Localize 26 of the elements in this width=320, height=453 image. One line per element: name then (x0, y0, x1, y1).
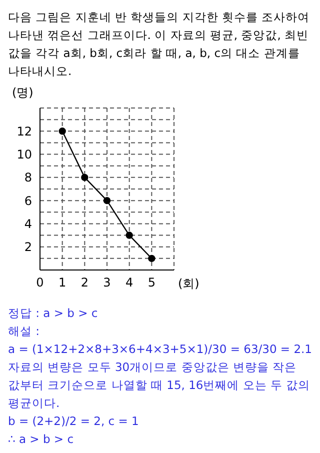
x-tick-label: 3 (103, 276, 111, 290)
text: 자료의 변량은 모두 30개이므로 중앙값은 변량을 작은 값부터 크기순으로 나열할 때 15, 16번째에 오는 두 값의 평균이다. (8, 359, 312, 412)
point (58, 128, 66, 135)
y-tick-label: 6 (24, 194, 32, 208)
point (81, 174, 88, 182)
point (126, 232, 133, 239)
text: 해설 : (8, 323, 41, 340)
point (148, 254, 156, 262)
x-tick-label: 0 (36, 276, 44, 290)
text: b = (2+2)/2 = 2, c = 1 (8, 413, 140, 430)
x-tick-label: 4 (126, 276, 134, 290)
text: a = (1×12+2×8+3×6+4×3+5×1)/30 = 63/30 = 2.1 (8, 341, 312, 358)
y-tick-label: 4 (24, 216, 32, 231)
x-axis-title: (회) (178, 276, 200, 290)
y-tick-label: 8 (24, 170, 32, 185)
text: 정답 : a > b > c (8, 305, 99, 322)
point (103, 196, 111, 204)
x-tick-label: 5 (148, 276, 156, 290)
y-tick-label: 2 (24, 240, 32, 254)
y-tick-label: 10 (16, 148, 32, 162)
x-tick-label: 2 (80, 276, 88, 290)
x-tick-label: 1 (58, 276, 66, 290)
y-tick-label: 12 (16, 124, 32, 138)
y-axis-title: (명) (12, 86, 34, 100)
chart-title: 다음 그림은 지훈네 반 학생들의 지각한 횟수를 조사하여 나타낸 꺾은선 그래프이다. 이 자료의 평균, 중앙값, 최빈값을 각각 a회, b회, c회라 할 때, a, b, c의 대소 관계를 나타내시오. (8, 9, 311, 80)
text: ∴ a > b > c (8, 431, 75, 448)
